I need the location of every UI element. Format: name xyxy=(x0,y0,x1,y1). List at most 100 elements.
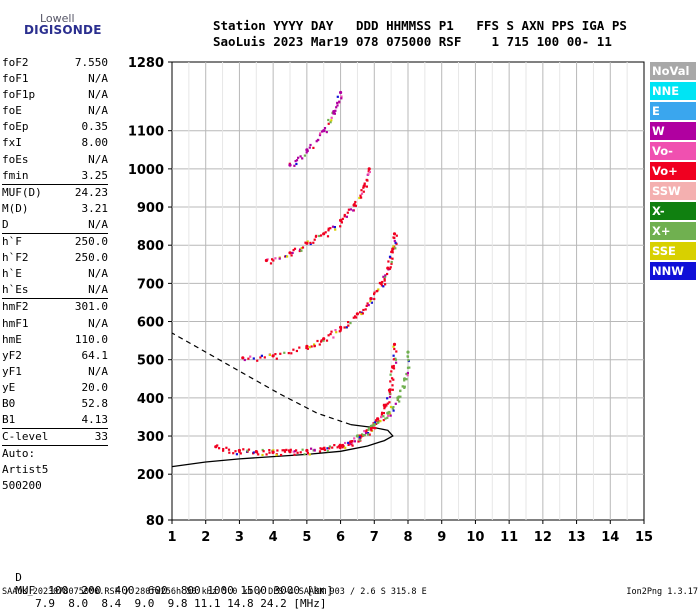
trace-point xyxy=(355,312,359,316)
echo-mark xyxy=(398,400,401,403)
echo-mark xyxy=(362,190,365,193)
param-row: h`Es N/A xyxy=(2,282,108,298)
echo-mark xyxy=(243,358,246,362)
echo-mark xyxy=(342,445,345,448)
echo-mark xyxy=(280,453,283,457)
echo-mark xyxy=(329,121,332,124)
param-row: MUF(D) 24.23 xyxy=(2,185,108,201)
legend-item-nnw: NNW xyxy=(650,262,696,280)
trace-point xyxy=(237,448,241,453)
echo-mark xyxy=(350,443,353,446)
y-tick-label: 400 xyxy=(137,392,164,407)
trace-point xyxy=(396,396,400,400)
param-separator xyxy=(2,445,108,447)
trace-point xyxy=(322,129,326,133)
echo-mark xyxy=(371,424,374,427)
echo-mark xyxy=(315,234,318,237)
echo-mark xyxy=(301,246,305,249)
trace-point xyxy=(271,354,275,358)
echo-mark xyxy=(227,448,231,451)
echo-mark xyxy=(286,255,289,258)
echo-mark xyxy=(336,95,339,98)
trace-point xyxy=(288,163,292,167)
echo-mark xyxy=(368,170,371,174)
echo-mark xyxy=(367,428,370,431)
param-separator xyxy=(2,233,108,235)
echo-mark xyxy=(373,426,376,429)
info-system: Artist5 xyxy=(2,463,49,477)
trace-point xyxy=(391,365,395,369)
param-value: 7.550 xyxy=(74,56,108,69)
echo-mark xyxy=(308,146,311,149)
param-row: fxI 8.00 xyxy=(2,135,108,151)
echo-mark xyxy=(312,146,315,149)
echo-mark xyxy=(363,434,366,437)
echo-mark xyxy=(366,179,369,182)
y-tick-label: 80 xyxy=(146,514,164,529)
echo-mark xyxy=(322,339,325,342)
echo-mark xyxy=(391,249,394,252)
trace-point xyxy=(367,167,371,171)
param-name: fmin xyxy=(2,168,29,182)
echo-mark xyxy=(382,415,385,418)
echo-mark xyxy=(352,316,355,319)
param-row: foF2 7.550 xyxy=(2,55,108,71)
x-tick-label: 12 xyxy=(534,530,552,545)
param-name: yF1 xyxy=(2,364,22,378)
trace-point xyxy=(392,232,397,236)
echo-mark xyxy=(349,208,352,211)
legend: NoVal NNE E W Vo- Vo+ SSW X- X+ SSE NNW xyxy=(650,62,696,282)
echo-mark xyxy=(345,215,348,218)
echo-mark xyxy=(386,272,389,276)
echo-mark xyxy=(331,225,335,228)
muf-values: 7.9 8.0 8.4 9.0 9.8 11.1 14.8 24.2 [MHz] xyxy=(15,597,327,610)
echo-mark xyxy=(268,451,271,454)
param-row: D N/A xyxy=(2,217,108,233)
echo-mark xyxy=(218,447,221,450)
echo-mark xyxy=(305,151,308,154)
echo-mark xyxy=(330,330,333,333)
distance-label: D xyxy=(15,571,22,584)
echo-mark xyxy=(368,433,371,436)
echo-mark xyxy=(392,358,395,361)
param-value: 3.21 xyxy=(81,201,109,215)
echo-mark xyxy=(370,301,373,304)
param-row: foEs N/A xyxy=(2,152,108,168)
legend-item-x-: X- xyxy=(650,202,696,220)
echo-mark xyxy=(295,162,298,166)
echo-mark xyxy=(352,209,355,212)
trace-point xyxy=(391,247,395,251)
distance-values: 100 200 400 600 800 1000 1500 3000 [km] xyxy=(15,584,334,597)
trace-point xyxy=(386,411,390,415)
param-name: foEp xyxy=(2,120,29,134)
echo-mark xyxy=(391,257,394,260)
echo-mark xyxy=(298,249,301,253)
echo-mark xyxy=(376,289,379,293)
echo-mark xyxy=(381,280,384,284)
x-tick-label: 10 xyxy=(466,530,484,545)
echo-mark xyxy=(260,354,263,357)
echo-mark xyxy=(387,414,390,417)
echo-mark xyxy=(320,130,324,133)
echo-mark xyxy=(337,445,340,448)
echo-mark xyxy=(384,283,387,286)
echo-mark xyxy=(394,402,397,405)
echo-mark xyxy=(323,127,327,130)
param-row: h`F 250.0 xyxy=(2,234,108,250)
y-tick-label: 800 xyxy=(137,239,164,254)
echo-mark xyxy=(347,443,350,446)
param-name: hmE xyxy=(2,332,22,346)
echo-mark xyxy=(382,419,385,422)
param-name: foF2 xyxy=(2,56,29,69)
echo-mark xyxy=(318,450,322,453)
param-name: foE xyxy=(2,104,22,118)
echo-mark xyxy=(335,331,338,334)
echo-mark xyxy=(391,251,394,254)
trace-point xyxy=(392,342,397,346)
echo-mark xyxy=(330,116,333,119)
trace-point xyxy=(386,266,390,270)
echo-mark xyxy=(392,245,395,248)
echo-mark xyxy=(327,227,330,230)
echo-mark xyxy=(388,395,392,398)
legend-item-e: E xyxy=(650,102,696,120)
